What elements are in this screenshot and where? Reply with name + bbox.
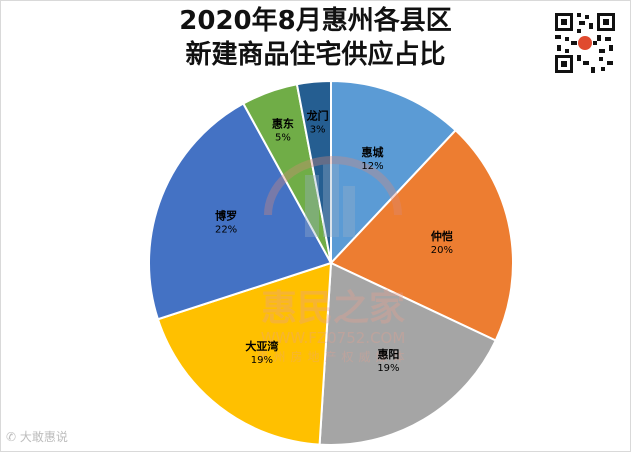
- pie-slice-3: [156, 261, 333, 446]
- chart-title-line1: 2020年8月惠州各县区: [179, 6, 452, 36]
- slice-label-1: 仲恺: [431, 229, 453, 243]
- slice-label-5: 惠东: [272, 116, 294, 130]
- chart-title-line2: 新建商品住宅供应占比: [185, 40, 446, 70]
- pie-slice-0: [330, 79, 458, 266]
- watermark: 惠民之家 WWW.FZ0752.COM 惠州房地产权威媒体: [256, 156, 409, 364]
- pie-slice-6: [295, 79, 332, 264]
- slice-label-2: 惠阳: [377, 347, 399, 361]
- source-credit-text: 大敢惠说: [19, 430, 68, 444]
- pie-labels: 惠城 12% 仲恺 20% 惠阳 19% 大亚湾 19% 博罗 22% 惠东 5% 龙门 3%: [215, 109, 453, 374]
- watermark-url: WWW.FZ0752.COM: [261, 329, 406, 347]
- source-credit: ✆ 大敢惠说: [6, 428, 68, 445]
- slice-label-4: 博罗: [215, 208, 237, 222]
- slice-percent-6: 3%: [310, 125, 326, 136]
- slice-percent-3: 19%: [251, 355, 273, 366]
- slice-label-6: 龙门: [306, 109, 329, 123]
- slice-label-3: 大亚湾: [245, 339, 278, 353]
- slice-percent-1: 20%: [431, 245, 453, 256]
- pie-slice-4: [148, 102, 333, 321]
- slice-percent-0: 12%: [361, 161, 383, 172]
- slice-percent-4: 22%: [215, 224, 237, 235]
- pie-slice-1: [329, 128, 514, 342]
- watermark-tagline: 惠州房地产权威媒体: [256, 349, 409, 364]
- slice-label-0: 惠城: [362, 145, 384, 159]
- watermark-brand: 惠民之家: [261, 288, 405, 329]
- pie-slice-2: [318, 261, 498, 446]
- slice-percent-2: 19%: [377, 363, 399, 374]
- pie-slices: [148, 79, 514, 446]
- qr-logo: [578, 36, 592, 50]
- qr-code-icon: [553, 11, 617, 75]
- weibo-icon: ✆: [6, 430, 17, 444]
- slice-percent-5: 5%: [275, 132, 291, 143]
- chart-title: 2020年8月惠州各县区 新建商品住宅供应占比: [0, 4, 631, 72]
